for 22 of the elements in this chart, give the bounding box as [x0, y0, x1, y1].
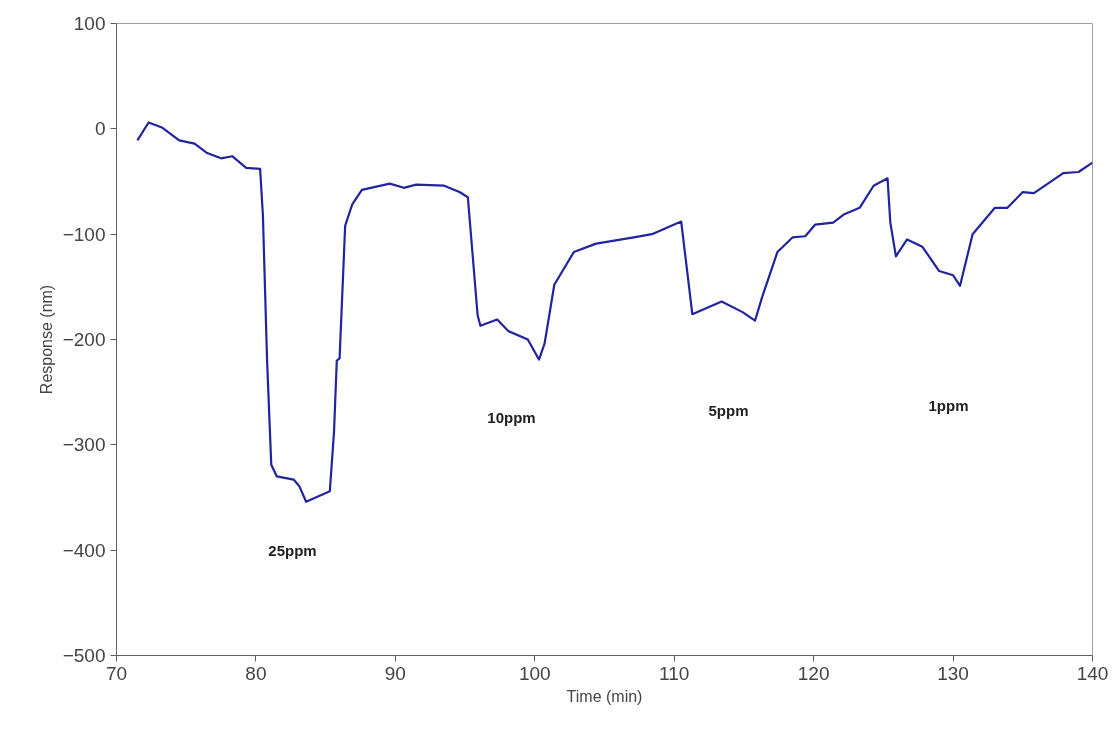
x-tick-label: 70 — [105, 662, 128, 684]
y-axis-title: Response (nm) — [37, 284, 55, 395]
annotation: 25ppm — [268, 542, 317, 559]
x-tick-label: 110 — [659, 662, 690, 684]
y-tick-label: −300 — [62, 434, 106, 456]
y-tick-label: 0 — [94, 118, 106, 140]
x-axis-title: Time (min) — [566, 687, 643, 705]
annotation: 1ppm — [928, 397, 969, 414]
annotation: 5ppm — [708, 402, 749, 419]
x-tick-label: 100 — [518, 662, 551, 684]
y-tick-label: −100 — [62, 223, 106, 245]
y-tick-label: 100 — [73, 13, 106, 34]
x-tick-label: 130 — [937, 662, 969, 684]
x-tick-label: 80 — [245, 662, 267, 684]
x-tick-label: 120 — [797, 662, 830, 684]
y-tick-label: −200 — [62, 329, 106, 350]
x-tick-label: 140 — [1076, 662, 1109, 684]
y-tick-label: −500 — [62, 645, 106, 666]
annotation: 10ppm — [487, 409, 536, 426]
x-tick-label: 90 — [384, 662, 406, 684]
line-series — [136, 121, 1093, 503]
y-tick-label: −400 — [62, 539, 106, 561]
